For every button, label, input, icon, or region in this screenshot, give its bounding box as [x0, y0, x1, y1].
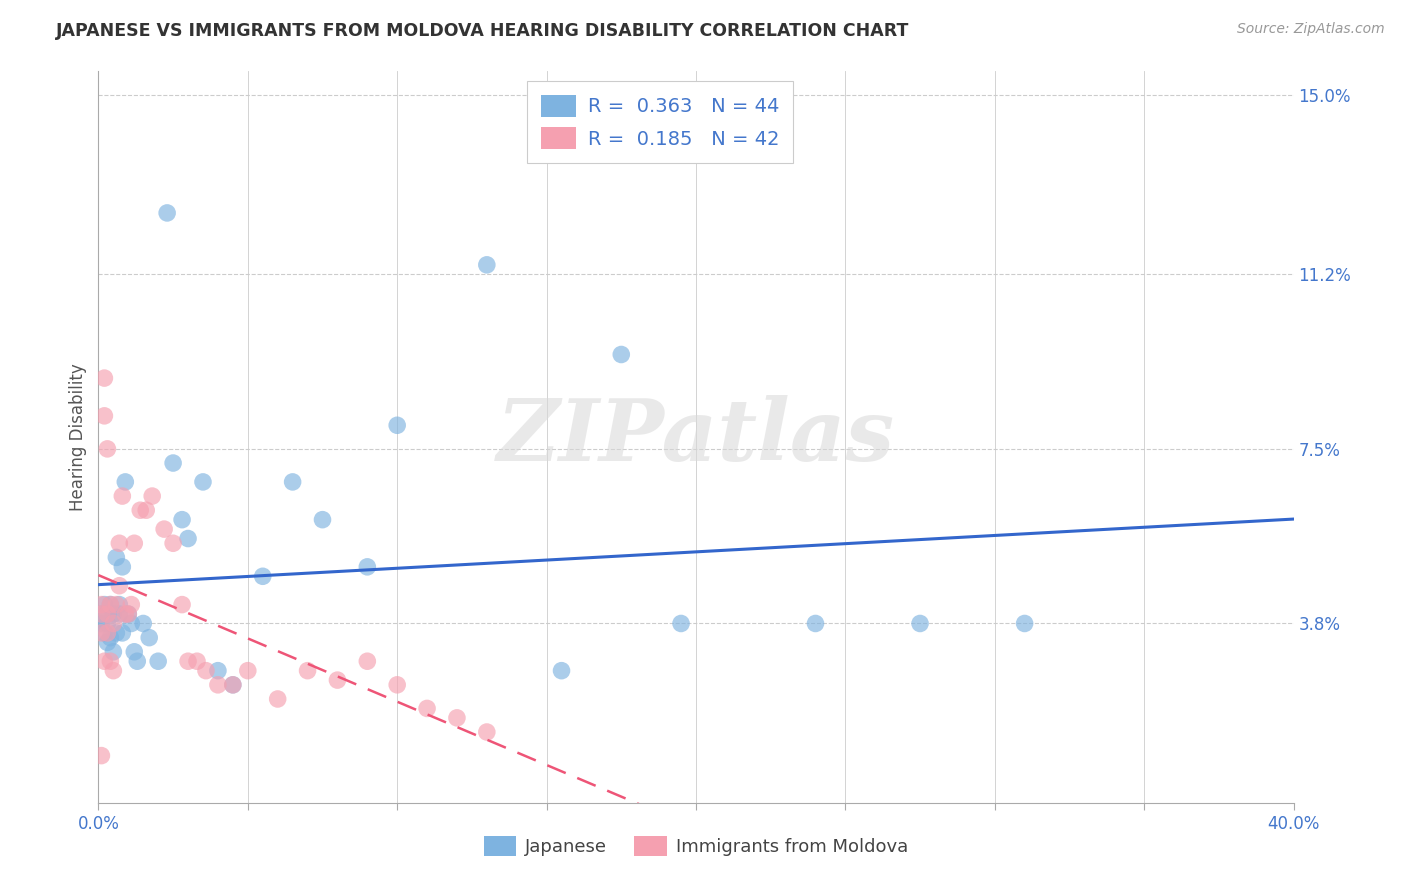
Point	[156, 206, 179, 220]
Text: Source: ZipAtlas.com: Source: ZipAtlas.com	[1237, 22, 1385, 37]
Point	[550, 664, 572, 678]
Point	[172, 513, 194, 527]
Point	[356, 559, 378, 574]
Point	[191, 475, 214, 489]
Point	[222, 678, 245, 692]
Point	[252, 569, 274, 583]
Point	[108, 598, 131, 612]
Point	[132, 616, 155, 631]
Point	[98, 654, 122, 668]
Point	[93, 598, 115, 612]
Point	[96, 616, 118, 631]
Point	[105, 626, 128, 640]
Point	[90, 626, 112, 640]
Point	[90, 748, 112, 763]
Point	[103, 645, 125, 659]
Point	[93, 654, 115, 668]
Point	[236, 664, 259, 678]
Point	[141, 489, 163, 503]
Point	[114, 475, 136, 489]
Point	[148, 654, 170, 668]
Point	[90, 607, 112, 621]
Point	[385, 418, 409, 433]
Point	[475, 258, 498, 272]
Point	[96, 442, 118, 456]
Point	[172, 598, 194, 612]
Point	[108, 536, 131, 550]
Point	[222, 678, 245, 692]
Point	[98, 598, 122, 612]
Point	[908, 616, 931, 631]
Point	[98, 598, 122, 612]
Point	[93, 371, 115, 385]
Point	[1014, 616, 1036, 631]
Point	[90, 607, 112, 621]
Point	[114, 607, 136, 621]
Point	[281, 475, 304, 489]
Point	[111, 626, 134, 640]
Point	[311, 513, 333, 527]
Point	[153, 522, 176, 536]
Point	[117, 607, 139, 621]
Point	[111, 559, 134, 574]
Point	[90, 616, 112, 631]
Text: ZIPatlas: ZIPatlas	[496, 395, 896, 479]
Point	[127, 654, 149, 668]
Point	[195, 664, 218, 678]
Point	[610, 347, 633, 361]
Point	[124, 536, 146, 550]
Point	[138, 631, 160, 645]
Point	[103, 607, 125, 621]
Point	[108, 607, 131, 621]
Point	[120, 616, 142, 631]
Point	[385, 678, 409, 692]
Point	[93, 626, 115, 640]
Point	[177, 532, 200, 546]
Point	[162, 456, 184, 470]
Point	[129, 503, 152, 517]
Point	[90, 598, 112, 612]
Point	[96, 635, 118, 649]
Point	[416, 701, 439, 715]
Point	[117, 607, 139, 621]
Point	[356, 654, 378, 668]
Text: JAPANESE VS IMMIGRANTS FROM MOLDOVA HEARING DISABILITY CORRELATION CHART: JAPANESE VS IMMIGRANTS FROM MOLDOVA HEAR…	[56, 22, 910, 40]
Point	[326, 673, 349, 687]
Point	[120, 598, 142, 612]
Y-axis label: Hearing Disability: Hearing Disability	[69, 363, 87, 511]
Point	[297, 664, 319, 678]
Point	[96, 626, 118, 640]
Point	[186, 654, 208, 668]
Point	[135, 503, 157, 517]
Point	[446, 711, 468, 725]
Point	[96, 607, 118, 621]
Point	[124, 645, 146, 659]
Point	[162, 536, 184, 550]
Point	[669, 616, 692, 631]
Point	[96, 607, 118, 621]
Point	[105, 598, 128, 612]
Point	[105, 550, 128, 565]
Point	[108, 579, 131, 593]
Point	[103, 664, 125, 678]
Point	[207, 664, 229, 678]
Point	[111, 489, 134, 503]
Point	[475, 725, 498, 739]
Point	[267, 692, 290, 706]
Point	[804, 616, 827, 631]
Point	[98, 631, 122, 645]
Legend: Japanese, Immigrants from Moldova: Japanese, Immigrants from Moldova	[477, 829, 915, 863]
Point	[103, 616, 125, 631]
Point	[177, 654, 200, 668]
Point	[93, 409, 115, 423]
Point	[207, 678, 229, 692]
